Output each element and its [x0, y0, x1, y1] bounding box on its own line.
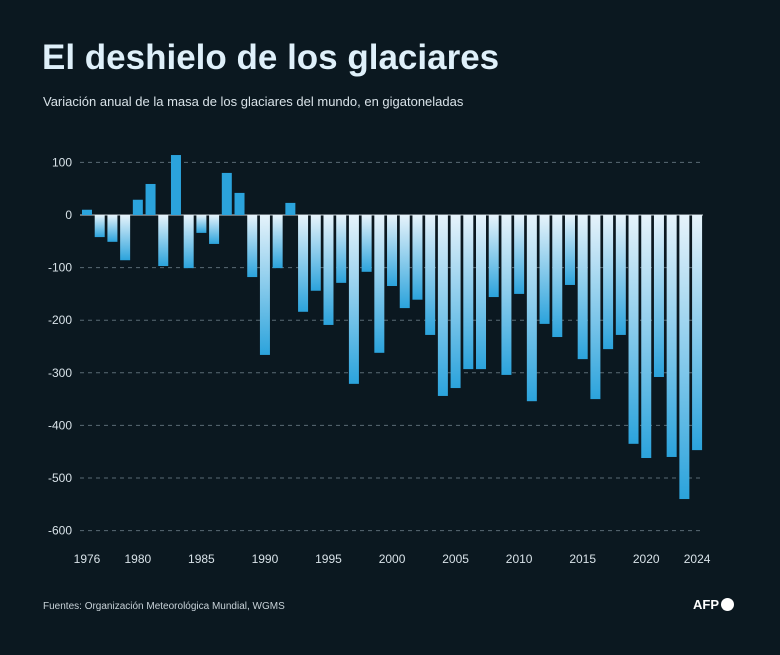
bar — [221, 172, 232, 215]
x-tick-label: 1980 — [124, 552, 151, 566]
bar — [653, 215, 664, 378]
x-tick-label: 2020 — [633, 552, 660, 566]
x-tick-label: 1985 — [188, 552, 215, 566]
bar — [120, 215, 131, 261]
bar — [374, 215, 385, 353]
bar — [628, 215, 639, 444]
bar — [526, 215, 537, 402]
bar — [234, 192, 245, 215]
x-tick-label: 2024 — [684, 552, 711, 566]
bar — [196, 215, 207, 233]
y-tick-label: -200 — [48, 313, 72, 327]
bar — [145, 183, 156, 215]
bar — [679, 215, 690, 500]
y-tick-label: 0 — [65, 208, 72, 222]
x-tick-label: 1976 — [74, 552, 101, 566]
y-tick-label: 100 — [52, 155, 72, 169]
y-tick-label: -600 — [48, 524, 72, 538]
bar — [82, 209, 92, 215]
bar — [323, 215, 334, 325]
bar — [425, 215, 436, 335]
bar — [272, 215, 283, 269]
bar — [158, 215, 169, 267]
bar — [387, 215, 398, 287]
y-tick-label: -100 — [48, 261, 72, 275]
chart-subtitle: Variación anual de la masa de los glacia… — [43, 94, 464, 109]
bar — [412, 215, 423, 300]
bar — [94, 215, 105, 238]
bar — [399, 215, 410, 309]
bar — [336, 215, 347, 283]
bar — [539, 215, 550, 324]
afp-logo: AFP — [693, 597, 734, 612]
bar — [450, 215, 461, 389]
bar — [514, 215, 525, 294]
bar — [209, 215, 220, 244]
x-tick-label: 2005 — [442, 552, 469, 566]
bar — [577, 215, 588, 360]
bar — [501, 215, 512, 375]
x-tick-label: 2015 — [569, 552, 596, 566]
chart-title: El deshielo de los glaciares — [42, 38, 500, 77]
x-tick-label: 2000 — [379, 552, 406, 566]
bar — [107, 215, 118, 242]
bar — [463, 215, 474, 370]
afp-logo-text: AFP — [693, 597, 719, 612]
bar — [285, 202, 296, 215]
bar — [361, 215, 372, 272]
x-tick-label: 1990 — [252, 552, 279, 566]
bar — [298, 215, 309, 312]
bar — [666, 215, 677, 457]
x-tick-label: 1995 — [315, 552, 342, 566]
bar — [348, 215, 359, 384]
bar — [170, 155, 181, 215]
bar — [132, 199, 143, 215]
y-tick-label: -400 — [48, 418, 72, 432]
y-tick-label: -500 — [48, 471, 72, 485]
bar — [590, 215, 601, 400]
bar — [692, 215, 703, 451]
bar — [603, 215, 614, 350]
logo-dot-icon — [721, 598, 734, 611]
bar — [183, 215, 194, 269]
source-note: Fuentes: Organización Meteorológica Mund… — [43, 601, 285, 612]
bar — [641, 215, 652, 459]
y-tick-label: -300 — [48, 366, 72, 380]
bar — [437, 215, 448, 396]
x-tick-label: 2010 — [506, 552, 533, 566]
bar — [476, 215, 487, 370]
bar — [615, 215, 626, 335]
bar — [259, 215, 270, 355]
bar — [247, 215, 258, 278]
bar — [488, 215, 499, 298]
bar — [552, 215, 563, 338]
bar — [310, 215, 321, 291]
bar — [564, 215, 575, 285]
